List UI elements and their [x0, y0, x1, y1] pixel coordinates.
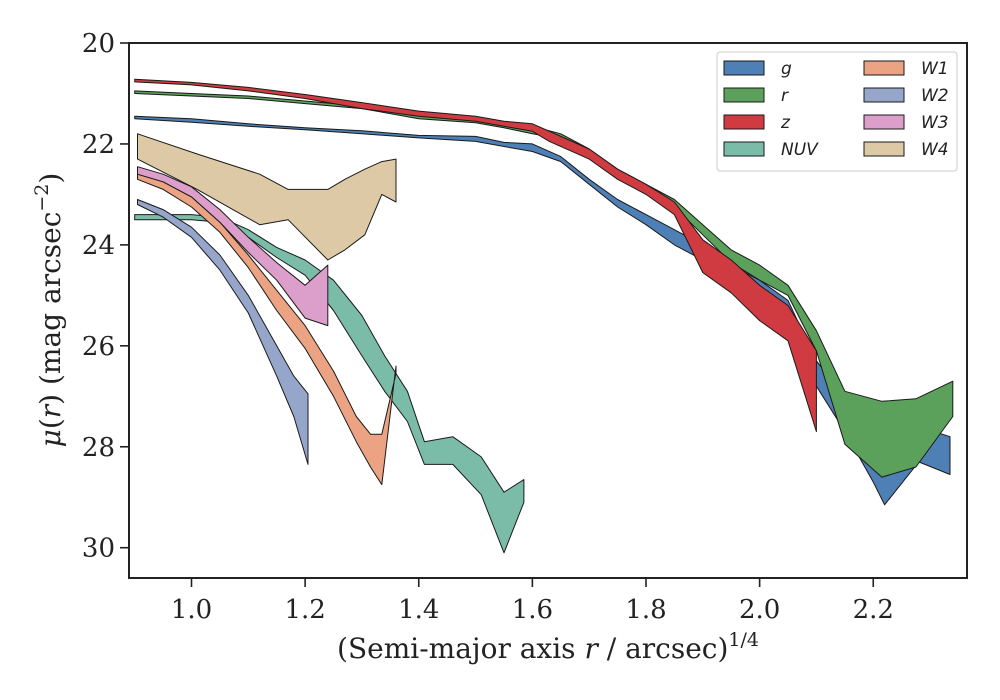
- legend-swatch-z: [723, 114, 765, 130]
- x-tick-label: 1.8: [625, 595, 666, 625]
- x-axis-label: (Semi-major axis r / arcsec)1/4: [337, 629, 759, 665]
- x-axis-ticks: 1.0 1.2 1.4 1.6 1.8 2.0 2.2: [171, 578, 894, 625]
- legend-swatch-w2: [863, 87, 905, 103]
- legend-swatch-w1: [863, 60, 905, 76]
- series-band-w4: [137, 133, 397, 261]
- y-tick-label: 28: [82, 433, 115, 463]
- legend-label-g: g: [781, 59, 792, 79]
- legend-label-nuv: NUV: [781, 140, 819, 160]
- plot-frame: [128, 42, 968, 579]
- x-tick-label: 2.2: [853, 595, 894, 625]
- series-band-w2: [137, 199, 309, 465]
- series-band-nuv: [134, 214, 525, 554]
- legend-swatch-nuv: [723, 141, 765, 157]
- x-tick-label: 1.2: [284, 595, 325, 625]
- legend-swatch-w4: [863, 141, 905, 157]
- y-tick-label: 20: [82, 29, 115, 59]
- x-tick-label: 1.6: [512, 595, 553, 625]
- legend-label-w4: W4: [921, 140, 949, 160]
- legend-label-w3: W3: [921, 113, 949, 133]
- series-band-w3: [137, 166, 329, 327]
- legend-label-z: z: [780, 113, 791, 133]
- y-tick-label: 24: [82, 231, 115, 261]
- legend-swatch-g: [723, 60, 765, 76]
- series-layer: [134, 78, 954, 554]
- legend-swatch-w3: [863, 114, 905, 130]
- y-tick-label: 26: [82, 332, 115, 362]
- legend-label-w2: W2: [921, 86, 949, 106]
- x-tick-label: 1.4: [398, 595, 439, 625]
- y-tick-label: 22: [82, 130, 115, 160]
- legend-label-r: r: [781, 86, 789, 106]
- legend-box: [716, 51, 958, 172]
- y-axis-ticks: 20 22 24 26 28 30: [82, 29, 129, 564]
- series-band-z: [134, 78, 817, 433]
- y-tick-label: 30: [82, 534, 115, 564]
- x-tick-label: 2.0: [739, 595, 780, 625]
- y-axis-label: μ(r) (mag arcsec−2): [31, 173, 67, 448]
- x-tick-label: 1.0: [171, 595, 212, 625]
- legend-swatch-r: [723, 87, 765, 103]
- series-band-w1: [137, 173, 397, 486]
- legend: grz NUV W1 W2 W3 W4: [716, 51, 958, 172]
- legend-label-w1: W1: [921, 59, 949, 79]
